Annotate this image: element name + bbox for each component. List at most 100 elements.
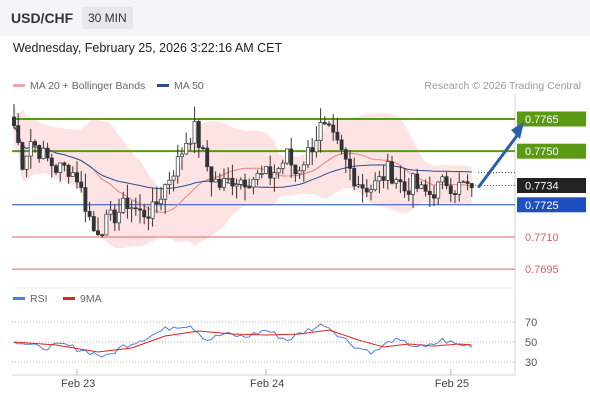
ma50-line: [13, 125, 472, 190]
candle-body: [348, 158, 352, 169]
candle-body: [327, 123, 331, 126]
candle-body: [222, 178, 226, 188]
legend-ma50: MA 50: [157, 80, 204, 92]
candle-body: [331, 124, 336, 133]
candle-body: [369, 189, 373, 193]
legend-rsi-label: RSI: [30, 293, 48, 305]
candle-body: [196, 121, 201, 148]
candle-body: [264, 166, 268, 174]
candle-body: [180, 153, 184, 157]
legend-ma20-label: MA 20 + Bollinger Bands: [30, 80, 146, 92]
candle-body: [45, 147, 50, 159]
rsi-ma-line: [13, 329, 472, 353]
candle-body: [390, 161, 394, 184]
level-tag-0.7765: [517, 111, 586, 127]
candle-body: [49, 157, 54, 167]
candle-body: [352, 168, 357, 187]
candle-body: [133, 207, 138, 210]
candle-body: [234, 184, 239, 187]
candle-body: [247, 186, 252, 189]
candle-body: [373, 180, 378, 191]
candle-body: [217, 178, 222, 188]
candle-body: [104, 213, 109, 236]
rsi-tick-70: 70: [525, 317, 537, 329]
legend-ma50-label: MA 50: [174, 80, 204, 92]
candle-body: [402, 181, 407, 192]
candle-body: [314, 140, 319, 153]
candle-body: [79, 181, 84, 188]
candle-body: [129, 207, 134, 210]
level-label-0.7765: 0.7765: [525, 114, 559, 126]
candle-body: [205, 147, 210, 168]
x-tick-label-0: Feb 23: [61, 378, 95, 390]
legend-rsi-ma: 9MA: [63, 293, 102, 305]
candle-body: [318, 122, 323, 141]
candle-body: [230, 177, 235, 187]
candle-body: [66, 164, 71, 177]
candle-body: [125, 197, 130, 210]
candle-body: [33, 141, 37, 146]
candle-body: [322, 122, 327, 125]
candle-body: [167, 179, 172, 185]
level-label-0.7695: 0.7695: [525, 264, 559, 276]
level-tag-0.7750: [517, 143, 586, 159]
candle-body: [163, 184, 168, 200]
candle-body: [175, 156, 180, 177]
candle-body: [16, 125, 21, 143]
candle-body: [276, 168, 281, 174]
candle-body: [37, 144, 42, 159]
candle-body: [306, 147, 310, 166]
candle-body: [146, 216, 151, 219]
candle-body: [457, 182, 462, 195]
candle-body: [28, 141, 33, 157]
candle-body: [213, 178, 218, 183]
candle-body: [171, 175, 176, 181]
candle-body: [461, 181, 466, 184]
legend-rsi-ma-label: 9MA: [80, 293, 102, 305]
candle-body: [364, 187, 369, 193]
candle-body: [226, 177, 231, 180]
candle-body: [280, 162, 285, 169]
candle-body: [406, 190, 411, 195]
candle-body: [142, 209, 147, 218]
candle-body: [432, 194, 436, 199]
candle-body: [192, 121, 197, 144]
candle-body: [360, 184, 365, 189]
candle-body: [83, 187, 88, 212]
candle-body: [24, 155, 29, 170]
candle-body: [310, 147, 315, 153]
candle-body: [465, 181, 470, 184]
credit-label: Research © 2026 Trading Central: [424, 80, 581, 92]
candle-body: [238, 179, 243, 185]
candle-body: [343, 149, 348, 160]
level-label-0.7725: 0.7725: [525, 200, 559, 212]
candle-body: [209, 166, 214, 183]
rsi-line: [13, 323, 473, 358]
forecast-arrow-shaft: [477, 131, 521, 188]
candle-body: [91, 216, 96, 232]
candle-body: [268, 166, 273, 179]
symbol-title: USD/CHF: [11, 10, 74, 26]
candle-body: [453, 193, 457, 195]
candle-body: [444, 176, 449, 187]
candle-body: [138, 208, 142, 211]
candle-body: [301, 164, 306, 172]
candle-body: [356, 184, 361, 187]
level-label-0.7750: 0.7750: [525, 146, 559, 158]
candle-body: [20, 142, 25, 170]
candle-body: [398, 179, 403, 183]
candle-body: [108, 209, 113, 215]
candle-body: [100, 234, 105, 236]
legend-rsi: RSI: [13, 293, 48, 305]
candle-body: [96, 230, 100, 235]
timeframe-button[interactable]: 30 MIN: [82, 7, 133, 29]
candle-body: [54, 165, 58, 173]
legend-ma20: MA 20 + Bollinger Bands: [13, 80, 145, 92]
candle-body: [289, 148, 294, 166]
x-tick-label-2: Feb 25: [435, 378, 469, 390]
candle-body: [440, 176, 445, 183]
bollinger-band: [14, 106, 472, 249]
candle-body: [251, 178, 256, 188]
candle-body: [121, 197, 126, 213]
